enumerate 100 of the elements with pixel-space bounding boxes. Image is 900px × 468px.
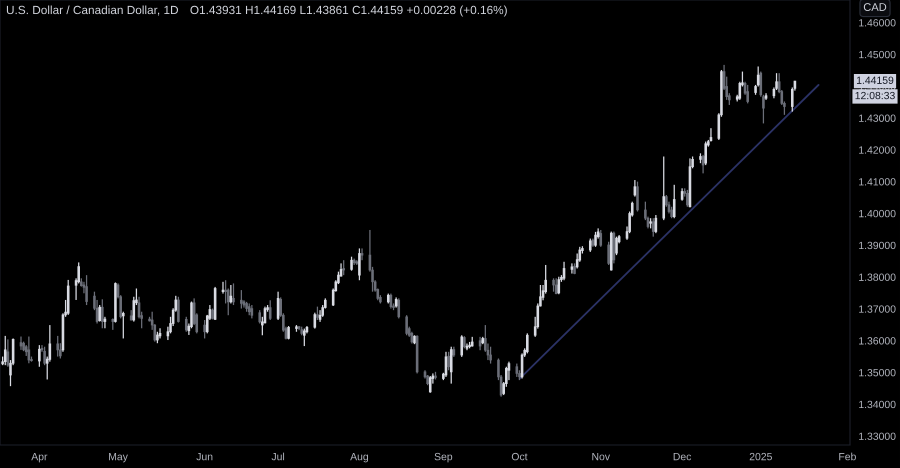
candlestick xyxy=(463,336,466,349)
candlestick xyxy=(56,335,60,358)
candlestick xyxy=(390,292,392,310)
candlestick xyxy=(554,278,558,295)
candlestick xyxy=(450,346,453,384)
candlestick xyxy=(38,344,41,368)
y-tick-label: 1.37000 xyxy=(859,305,896,313)
candlestick xyxy=(276,291,280,321)
candlestick xyxy=(4,335,7,366)
candlestick xyxy=(405,314,408,336)
candlestick xyxy=(570,262,574,274)
candlestick xyxy=(112,318,114,330)
y-tick-label: 1.39000 xyxy=(859,242,896,250)
candlestick xyxy=(516,362,518,378)
candlestick xyxy=(350,256,353,272)
candlestick xyxy=(122,311,125,340)
candlestick xyxy=(43,346,46,366)
candlestick xyxy=(558,276,560,295)
y-tick-label: 1.40000 xyxy=(859,210,896,218)
candlestick xyxy=(240,289,243,310)
x-tick-label: 2025 xyxy=(750,452,772,460)
x-tick-label: Nov xyxy=(592,453,610,460)
x-tick-label: Oct xyxy=(512,452,528,460)
candlestick xyxy=(316,306,319,321)
y-tick-label: 1.38000 xyxy=(859,274,896,281)
candlestick xyxy=(314,312,316,330)
candlestick xyxy=(268,300,272,321)
x-tick-label: Feb xyxy=(839,452,856,460)
candlestick xyxy=(489,346,492,364)
candlestick xyxy=(702,154,704,174)
candlestick xyxy=(177,296,180,324)
candlestick xyxy=(478,336,482,351)
candlestick xyxy=(710,128,712,142)
candlestick xyxy=(85,274,88,306)
candlestick xyxy=(649,218,652,230)
candlestick xyxy=(342,260,345,276)
candlestick xyxy=(607,241,610,266)
candlestick xyxy=(104,316,106,329)
y-tick-label: 1.35000 xyxy=(859,368,896,376)
candlestick xyxy=(704,140,708,166)
candlestick xyxy=(426,374,429,386)
candlestick xyxy=(452,346,456,358)
chart-title: U.S. Dollar / Canadian Dollar, 1D xyxy=(6,6,178,16)
candlestick xyxy=(245,301,248,312)
candlestick xyxy=(232,282,235,306)
y-tick-label: 1.41000 xyxy=(859,178,896,186)
candlestick xyxy=(594,231,597,248)
candlestick xyxy=(588,238,592,253)
candlestick xyxy=(686,189,689,208)
candlestick xyxy=(303,328,306,347)
candlestick xyxy=(211,308,214,320)
y-tick-label: 1.33000 xyxy=(859,432,896,440)
candlestick xyxy=(156,331,159,344)
candlestick xyxy=(222,281,224,294)
text: 12:08:33 xyxy=(856,92,895,100)
y-tick-label: 1.43000 xyxy=(859,114,896,122)
candlestick xyxy=(636,181,639,212)
candlestick xyxy=(248,302,251,316)
candlestick xyxy=(184,316,188,332)
candlestick xyxy=(444,351,448,378)
candlestick xyxy=(672,184,676,219)
x-tick-label: Jun xyxy=(196,453,212,460)
chart-subtitle: O1.43931 H1.44169 L1.43861 C1.44159 +0.00228 (+0.16%) xyxy=(190,6,507,16)
candlestick xyxy=(599,229,602,248)
candlestick xyxy=(394,296,398,308)
candlestick xyxy=(98,304,101,322)
x-tick-label: Dec xyxy=(674,453,692,460)
x-tick-label: Apr xyxy=(31,453,48,462)
x-tick-label: May xyxy=(109,453,128,462)
candlestick xyxy=(6,338,10,368)
candlestick xyxy=(397,298,400,320)
candlestick xyxy=(230,284,232,304)
candlestick xyxy=(258,310,262,324)
candlestick xyxy=(746,84,749,104)
candlestick xyxy=(615,236,618,256)
candlestick xyxy=(552,278,555,292)
candlestick xyxy=(358,248,361,281)
candlestick xyxy=(158,328,162,340)
y-axis-title: CAD xyxy=(864,3,886,11)
candlestick xyxy=(386,292,390,304)
candlestick xyxy=(360,248,364,261)
x-tick-label: Aug xyxy=(350,453,368,462)
candlestick xyxy=(28,336,30,364)
x-tick-label: Sep xyxy=(434,452,452,462)
candlestick xyxy=(287,325,290,340)
candlestick xyxy=(562,261,566,281)
candlestick xyxy=(460,334,464,358)
candlestick xyxy=(634,179,636,198)
candlestick xyxy=(699,152,702,164)
candlestick xyxy=(428,375,432,394)
candlestick xyxy=(680,188,684,202)
candlestick xyxy=(20,336,22,351)
candlestick xyxy=(101,298,104,329)
candlestick xyxy=(520,352,524,380)
candlestick xyxy=(652,218,655,238)
y-tick-label: 1.36000 xyxy=(859,337,896,345)
y-tick-label: 1.46000 xyxy=(859,19,896,26)
candlestick xyxy=(203,319,206,340)
candlestick xyxy=(447,351,450,371)
x-tick-label: Jul xyxy=(272,452,284,460)
